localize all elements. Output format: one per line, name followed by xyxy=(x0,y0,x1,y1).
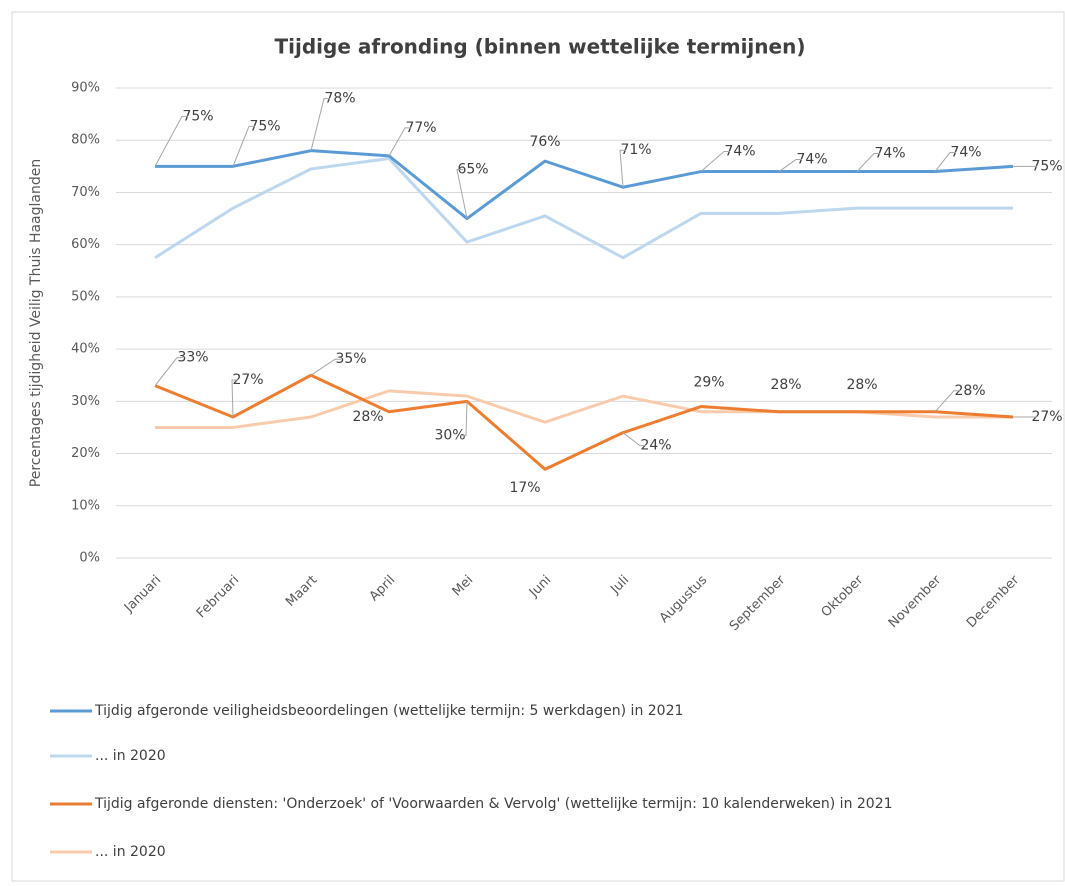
chart-title: Tijdige afronding (binnen wettelijke ter… xyxy=(275,35,806,59)
leader-line xyxy=(154,115,188,167)
data-label: 77% xyxy=(405,120,436,136)
legend-label: ... in 2020 xyxy=(95,748,166,764)
data-label: 28% xyxy=(954,383,985,399)
data-label: 28% xyxy=(352,409,383,425)
legend-label: Tijdig afgeronde veiligheidsbeoordelinge… xyxy=(94,703,683,719)
series-line xyxy=(154,157,1013,260)
data-label: 30% xyxy=(434,427,465,443)
leader-line xyxy=(310,98,330,151)
data-label: 28% xyxy=(770,377,801,393)
leader-line xyxy=(700,151,730,172)
leader-line xyxy=(232,125,255,167)
leader-line xyxy=(934,390,960,413)
y-tick-label: 30% xyxy=(71,394,100,409)
legend-label: ... in 2020 xyxy=(95,844,166,860)
data-label: 24% xyxy=(640,438,671,454)
data-label: 74% xyxy=(950,145,981,161)
data-label: 29% xyxy=(693,375,724,391)
leader-line xyxy=(460,401,468,436)
leader-line xyxy=(856,153,880,172)
series-line xyxy=(154,373,1014,471)
leader-line xyxy=(154,357,183,386)
y-tick-label: 80% xyxy=(71,133,100,148)
data-label: 74% xyxy=(874,146,905,162)
leader-line xyxy=(231,379,238,418)
y-tick-label: 20% xyxy=(71,446,100,461)
data-label: 65% xyxy=(457,162,488,178)
data-label: 35% xyxy=(335,351,366,367)
y-tick-label: 50% xyxy=(71,289,100,304)
data-label: 33% xyxy=(177,350,208,366)
leader-line xyxy=(622,432,646,447)
data-label: 78% xyxy=(324,91,355,107)
data-label: 28% xyxy=(846,377,877,393)
leader-line xyxy=(619,149,626,188)
data-label: 74% xyxy=(796,152,827,168)
data-label: 27% xyxy=(232,372,263,388)
data-label: 74% xyxy=(724,144,755,160)
leader-line xyxy=(388,127,411,157)
series-line xyxy=(155,149,1014,221)
data-label: 75% xyxy=(1031,158,1062,174)
data-label: 75% xyxy=(249,118,280,134)
legend-label: Tijdig afgeronde diensten: 'Onderzoek' o… xyxy=(94,796,893,812)
data-label: 17% xyxy=(509,480,540,496)
y-tick-label: 90% xyxy=(71,81,100,96)
y-tick-label: 60% xyxy=(71,237,100,252)
y-tick-label: 40% xyxy=(71,342,100,357)
data-label: 27% xyxy=(1031,409,1062,425)
data-label: 76% xyxy=(529,134,560,150)
y-tick-label: 10% xyxy=(71,498,100,513)
leader-line xyxy=(456,169,468,219)
y-tick-label: 70% xyxy=(71,185,100,200)
y-axis-label: Percentages tijdigheid Veilig Thuis Haag… xyxy=(28,159,44,487)
data-label: 71% xyxy=(620,142,651,158)
leader-line xyxy=(934,152,956,172)
leader-line xyxy=(310,358,341,376)
leader-line xyxy=(778,159,802,172)
chart-border xyxy=(11,11,1065,882)
data-label: 75% xyxy=(182,108,213,124)
y-tick-label: 0% xyxy=(79,551,100,566)
